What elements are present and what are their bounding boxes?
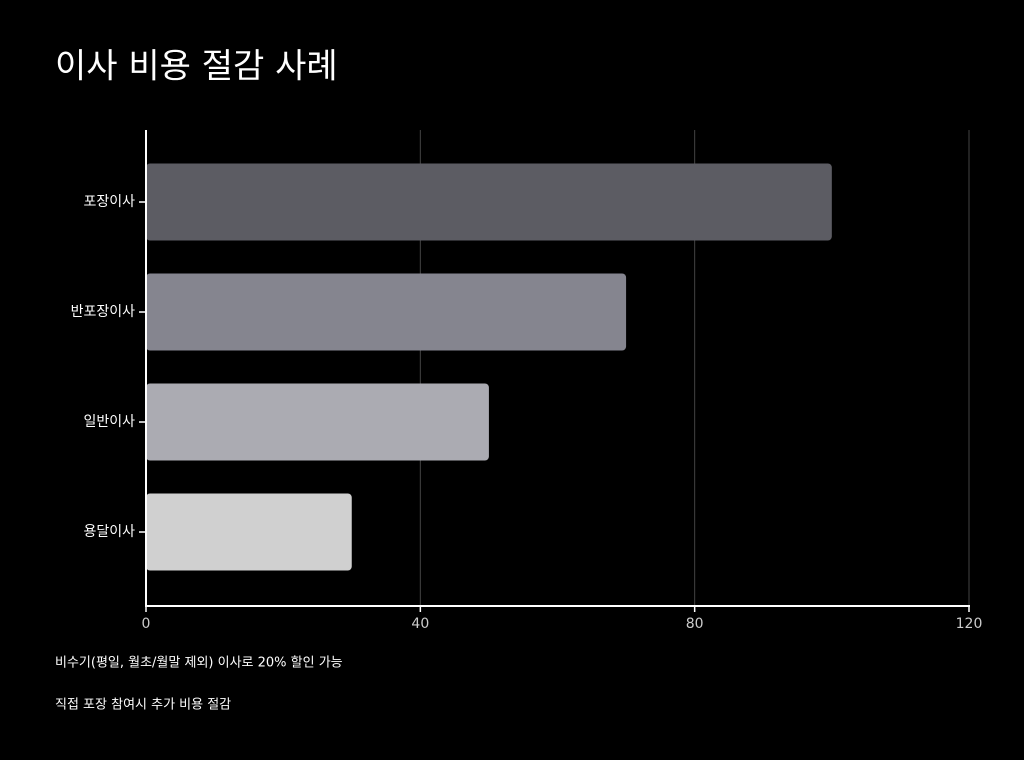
x-tick-label: 40 — [411, 616, 429, 632]
note: 비수기(평일, 월초/월말 제외) 이사로 20% 할인 가능 — [55, 656, 343, 671]
bar — [146, 273, 627, 351]
y-tick-label: 일반이사 — [83, 414, 135, 430]
x-tick-label: 120 — [956, 616, 983, 632]
bar — [146, 383, 489, 461]
chart-title: 이사 비용 절감 사례 — [55, 47, 338, 87]
y-tick-label: 반포장이사 — [71, 304, 136, 320]
bar — [146, 493, 352, 571]
note: 직접 포장 참여시 추가 비용 절감 — [55, 698, 231, 713]
x-tick-label: 0 — [142, 616, 151, 632]
bar — [146, 163, 832, 241]
y-tick-label: 용달이사 — [83, 524, 135, 540]
y-tick-label: 포장이사 — [83, 194, 135, 210]
x-tick-label: 80 — [686, 616, 704, 632]
